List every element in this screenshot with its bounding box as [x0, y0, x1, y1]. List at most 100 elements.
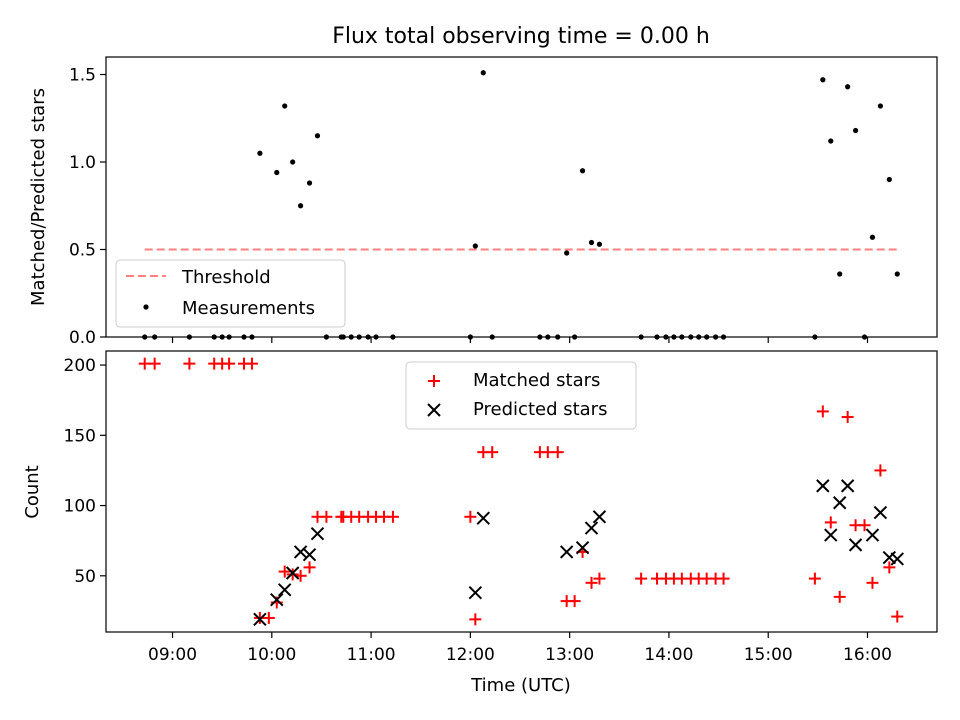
- predicted-star-point: [873, 505, 888, 520]
- predicted-star-point: [592, 510, 607, 524]
- bottom-x-tick-label: 11:00: [347, 645, 396, 665]
- bottom-x-axis-label: Time (UTC): [470, 675, 571, 696]
- measurement-point: [588, 239, 595, 246]
- legend-predicted-swatch: [427, 403, 441, 417]
- measurement-point: [820, 77, 826, 83]
- top-y-axis: 0.0 0.5 1.0 1.5: [69, 66, 106, 348]
- predicted-stars-series: [253, 479, 904, 627]
- top-legend: Threshold Measurements: [115, 259, 346, 328]
- matched-star-point: [486, 446, 499, 459]
- legend-measurements-swatch: [143, 304, 149, 310]
- legend-measurements-label: Measurements: [182, 298, 315, 319]
- bottom-plot-frame: [105, 350, 938, 633]
- measurement-point: [306, 180, 313, 186]
- bottom-x-tick-label: 16:00: [843, 645, 892, 665]
- measurement-point: [297, 203, 304, 209]
- predicted-star-point: [468, 585, 483, 600]
- predicted-star-point: [890, 552, 904, 566]
- measurement-point: [596, 241, 603, 247]
- matched-star-point: [824, 516, 837, 529]
- measurement-point: [290, 159, 296, 165]
- measurement-point: [274, 169, 280, 176]
- predicted-star-point: [584, 521, 599, 535]
- top-y-axis-label: Matched/Predicted stars: [28, 88, 49, 306]
- predicted-star-point: [302, 548, 317, 562]
- bottom-x-tick-label: 15:00: [744, 645, 793, 665]
- bottom-y-tick-label: 150: [64, 426, 96, 446]
- predicted-star-point: [824, 528, 838, 542]
- legend-matched-label: Matched stars: [473, 370, 600, 391]
- measurement-point: [579, 168, 586, 174]
- matched-star-point: [148, 357, 161, 370]
- top-plot-frame: [105, 56, 938, 338]
- matched-star-point: [635, 572, 648, 585]
- predicted-star-point: [575, 540, 590, 555]
- top-y-tick-label: 1.0: [69, 153, 96, 173]
- bottom-legend: Matched stars Predicted stars: [405, 361, 637, 430]
- matched-stars-series: [138, 357, 904, 626]
- measurement-point: [894, 271, 900, 277]
- matched-star-point: [808, 572, 821, 585]
- predicted-star-point: [270, 592, 284, 607]
- bottom-y-axis: 50 100 150 200: [64, 356, 106, 587]
- bottom-legend-box: [405, 361, 637, 430]
- matched-star-point: [568, 595, 581, 608]
- bottom-x-tick-label: 12:00: [446, 645, 495, 665]
- matched-star-point: [866, 576, 879, 589]
- matched-star-point: [841, 411, 854, 424]
- predicted-star-point: [816, 479, 830, 493]
- matched-star-point: [891, 610, 904, 623]
- bottom-x-tick-label: 09:00: [148, 645, 197, 665]
- top-legend-box: [115, 259, 346, 328]
- matched-star-point: [245, 357, 258, 370]
- predicted-star-point: [840, 479, 855, 493]
- measurement-point: [472, 243, 478, 249]
- matched-star-point: [585, 576, 598, 589]
- measurement-point: [886, 176, 892, 183]
- matched-star-point: [717, 572, 730, 585]
- bottom-y-tick-label: 50: [74, 567, 96, 587]
- matched-star-point: [858, 519, 871, 532]
- matched-star-point: [469, 613, 482, 626]
- predicted-star-point: [253, 612, 267, 627]
- bottom-x-axis: 09:00 10:00 11:00 12:00 13:00 14:00 15:00 16:00: [148, 632, 892, 665]
- measurement-point: [852, 127, 859, 134]
- measurement-point: [877, 103, 884, 109]
- top-y-tick-label: 0.5: [69, 241, 96, 261]
- matched-star-point: [593, 572, 606, 585]
- legend-predicted-label: Predicted stars: [473, 399, 607, 420]
- predicted-star-point: [865, 528, 880, 542]
- measurement-point: [837, 271, 843, 277]
- bottom-panel: 50 100 150 200 09:00 10:00 11:00 12:00 13:00 14:…: [22, 350, 938, 696]
- predicted-star-point: [278, 583, 292, 597]
- matched-star-point: [386, 510, 399, 523]
- matched-star-point: [223, 357, 236, 370]
- top-y-tick-label: 1.5: [69, 66, 96, 86]
- matched-star-point: [551, 446, 564, 459]
- bottom-y-tick-label: 200: [64, 356, 96, 376]
- measurement-point: [257, 150, 263, 156]
- measurement-point: [828, 138, 834, 144]
- predicted-star-point: [848, 538, 863, 552]
- top-y-tick-label: 0.0: [69, 328, 96, 348]
- bottom-x-tick-label: 14:00: [644, 645, 693, 665]
- matched-star-point: [262, 611, 275, 624]
- figure-title: Flux total observing time = 0.00 h: [332, 24, 710, 49]
- bottom-y-axis-label: Count: [22, 465, 43, 518]
- matched-star-point: [183, 357, 196, 370]
- top-panel: 0.0 0.5 1.0 1.5 Matched/Predicted stars Thr…: [28, 56, 938, 348]
- bottom-x-tick-label: 10:00: [247, 645, 296, 665]
- matched-star-point: [303, 561, 316, 574]
- predicted-star-point: [476, 511, 490, 525]
- matched-star-point: [816, 405, 829, 418]
- bottom-y-tick-label: 100: [64, 497, 96, 517]
- matched-star-point: [464, 510, 477, 523]
- predicted-star-point: [293, 545, 308, 559]
- measurement-point: [564, 250, 570, 256]
- predicted-star-point: [559, 545, 574, 559]
- predicted-star-point: [285, 566, 300, 580]
- top-x-axis: [171, 337, 869, 343]
- matched-star-point: [883, 561, 896, 574]
